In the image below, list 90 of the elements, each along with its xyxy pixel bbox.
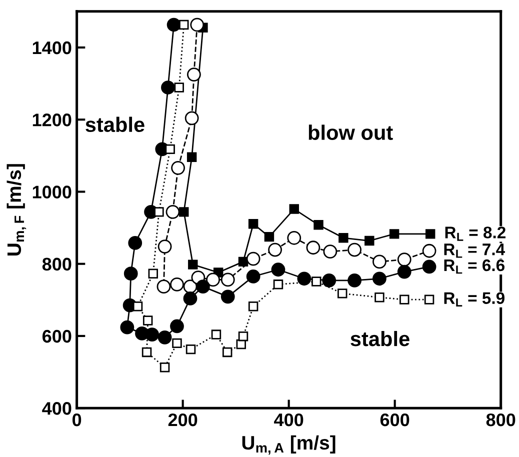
point (165, 144, 175, 154)
point (220, 290, 235, 304)
point (248, 302, 258, 312)
series-label: R$_{L}$ = 7.4 (444, 244, 505, 258)
point (338, 233, 348, 243)
point (400, 294, 410, 304)
point (186, 152, 197, 162)
x-tick-label: 600 (380, 413, 410, 426)
point (206, 272, 220, 287)
point (158, 330, 172, 344)
point (364, 236, 374, 246)
point (323, 244, 338, 259)
point (166, 18, 181, 32)
point (397, 252, 412, 266)
point (372, 254, 386, 269)
point (124, 266, 138, 281)
point (273, 280, 284, 290)
y-tick-label: 1400 (32, 41, 72, 54)
point (372, 272, 386, 286)
point (154, 207, 164, 217)
point (179, 20, 189, 30)
point (166, 204, 180, 219)
point (171, 160, 185, 175)
point (348, 274, 362, 288)
point (264, 232, 274, 242)
point (132, 302, 143, 312)
point (271, 262, 286, 277)
point (196, 280, 210, 294)
point (183, 292, 198, 306)
point (246, 252, 260, 266)
x-tick-label: 800 (486, 413, 516, 426)
point (170, 319, 184, 334)
annotation: stable (86, 116, 144, 132)
point (186, 344, 196, 354)
x-axis-title: U$_{m,A}$ [m/s] (242, 435, 336, 455)
point (142, 347, 152, 358)
point (312, 276, 322, 286)
annotation: stable (350, 330, 410, 346)
point (211, 330, 222, 340)
point (422, 260, 436, 274)
point (348, 242, 362, 257)
point (190, 18, 204, 32)
point (120, 320, 134, 334)
point (128, 236, 142, 250)
point (187, 68, 201, 82)
point (188, 260, 198, 270)
point (337, 288, 348, 298)
point (142, 316, 153, 326)
point (238, 331, 248, 342)
point (184, 111, 199, 126)
point (314, 220, 324, 230)
y-tick-label: 800 (42, 258, 72, 271)
point (158, 240, 172, 254)
annotation: blow out (308, 124, 393, 140)
point (161, 80, 175, 94)
point (160, 362, 170, 372)
point (425, 229, 436, 239)
x-tick-label: 0 (72, 413, 82, 426)
point (397, 264, 412, 279)
point (248, 218, 258, 229)
point (172, 338, 182, 348)
y-tick-label: 600 (42, 330, 72, 343)
point (179, 207, 189, 217)
point (422, 244, 436, 258)
y-axis-title: U$_{m,F}$ [m/s] (6, 164, 26, 256)
point (322, 274, 336, 288)
point (156, 280, 171, 294)
point (289, 204, 299, 214)
point (148, 268, 158, 278)
y-tick-label: 1200 (32, 114, 72, 126)
point (220, 272, 235, 287)
point (297, 272, 312, 286)
series-label: R$_{L}$ = 5.9 (444, 292, 504, 306)
y-tick-label: 1000 (32, 186, 72, 198)
point (306, 240, 320, 255)
point (389, 229, 400, 239)
point (246, 270, 260, 284)
point (145, 328, 160, 342)
y-tick-label: 400 (42, 402, 72, 415)
point (268, 242, 282, 257)
point (374, 292, 384, 302)
series-label: R$_{L}$ = 6.6 (444, 259, 504, 274)
point (174, 82, 184, 92)
x-tick-label: 400 (274, 413, 304, 426)
x-tick-label: 200 (168, 413, 198, 426)
point (287, 230, 302, 245)
point (424, 294, 434, 304)
point (222, 347, 232, 358)
series-label: R$_{L}$ = 8.2 (445, 226, 506, 241)
point (170, 277, 184, 292)
